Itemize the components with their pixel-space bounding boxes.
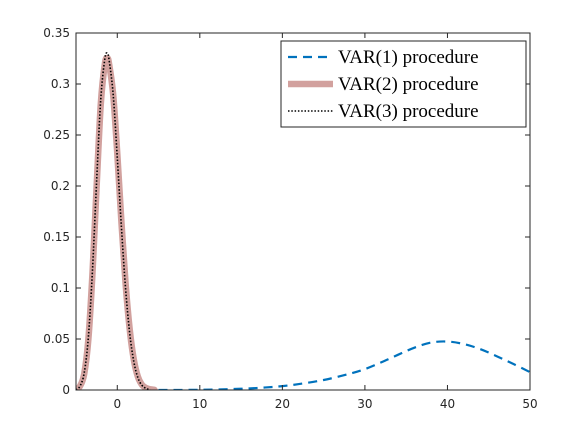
legend-label-3: VAR(3) procedure	[338, 101, 479, 122]
legend: VAR(1) procedure VAR(2) procedure VAR(3) p…	[280, 40, 527, 128]
x-tick-label: 40	[440, 397, 455, 411]
axes-box	[75, 32, 531, 391]
series-line-3	[76, 52, 151, 390]
series-layer	[76, 52, 530, 390]
y-tick-label: 0.3	[51, 77, 70, 91]
tick-marks	[76, 32, 531, 391]
x-tick-label: 20	[275, 397, 290, 411]
legend-label-1: VAR(1) procedure	[338, 47, 479, 68]
series-line-1	[158, 340, 530, 390]
axes	[75, 32, 531, 391]
y-tick-label: 0.25	[43, 128, 70, 142]
y-tick-label: 0	[62, 383, 70, 397]
x-tick-label: 30	[357, 397, 372, 411]
y-tick-label: 0.15	[43, 230, 70, 244]
legend-label-2: VAR(2) procedure	[338, 74, 479, 95]
y-tick-label: 0.1	[51, 281, 70, 295]
x-tick-label: 0	[113, 397, 121, 411]
y-tick-label: 0.2	[51, 179, 70, 193]
x-tick-label: 50	[522, 397, 537, 411]
tick-labels: 0 10 20 30 40 50 0 0.05 0.1 0.15 0.2 0.25 0.3 0.35	[43, 26, 537, 411]
y-tick-label: 0.35	[43, 26, 70, 40]
y-tick-label: 0.05	[43, 332, 70, 346]
x-tick-label: 10	[192, 397, 207, 411]
